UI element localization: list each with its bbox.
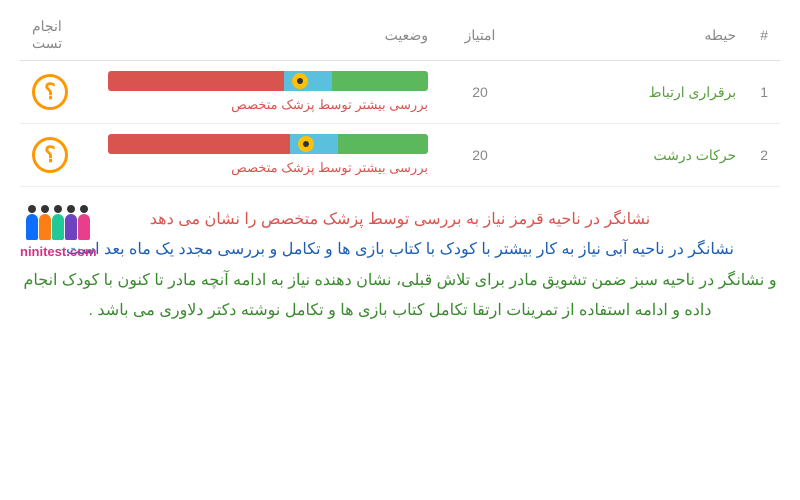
- progress-bar: [108, 134, 428, 154]
- logo-figure: [39, 205, 51, 240]
- table-row: 1 برقراری ارتباط 20 بررسی بیشتر توسط پزش…: [20, 61, 780, 124]
- score-marker-icon: [292, 73, 308, 89]
- domain-name: حرکات درشت: [520, 124, 748, 187]
- site-logo: ninitest.com: [20, 205, 97, 265]
- legend-blue: نشانگر در ناحیه آبی نیاز به کار بیشتر با…: [20, 235, 780, 265]
- legend-block: ninitest.com نشانگر در ناحیه قرمز نیاز ب…: [20, 205, 780, 327]
- status-text: بررسی بیشتر توسط پزشک متخصص: [92, 160, 428, 176]
- score-marker-icon: [298, 136, 314, 152]
- status-cell: بررسی بیشتر توسط پزشک متخصص: [80, 124, 440, 187]
- header-status: وضعیت: [80, 10, 440, 61]
- logo-figure: [78, 205, 90, 240]
- row-number: 2: [748, 124, 780, 187]
- logo-figure: [52, 205, 64, 240]
- progress-bar: [108, 71, 428, 91]
- domain-name: برقراری ارتباط: [520, 61, 748, 124]
- help-icon[interactable]: ؟: [32, 137, 68, 173]
- table-row: 2 حرکات درشت 20 بررسی بیشتر توسط پزشک مت…: [20, 124, 780, 187]
- logo-figure: [65, 205, 77, 240]
- bar-segment: [108, 134, 290, 154]
- logo-figure: [26, 205, 38, 240]
- bar-segment: [332, 71, 428, 91]
- header-score: امتیاز: [440, 10, 520, 61]
- header-num: #: [748, 10, 780, 61]
- logo-text: ninitest.com: [20, 240, 97, 265]
- help-icon[interactable]: ؟: [32, 74, 68, 110]
- row-number: 1: [748, 61, 780, 124]
- legend-red: نشانگر در ناحیه قرمز نیاز به بررسی توسط …: [20, 205, 780, 235]
- results-table: # حیطه امتیاز وضعیت انجام تست 1 برقراری …: [20, 10, 780, 187]
- status-cell: بررسی بیشتر توسط پزشک متخصص: [80, 61, 440, 124]
- legend-green: و نشانگر در ناحیه سبز ضمن تشویق مادر برا…: [20, 266, 780, 327]
- status-text: بررسی بیشتر توسط پزشک متخصص: [92, 97, 428, 113]
- score-value: 20: [440, 61, 520, 124]
- bar-segment: [108, 71, 284, 91]
- score-value: 20: [440, 124, 520, 187]
- header-domain: حیطه: [520, 10, 748, 61]
- bar-segment: [338, 134, 428, 154]
- header-test: انجام تست: [20, 10, 80, 61]
